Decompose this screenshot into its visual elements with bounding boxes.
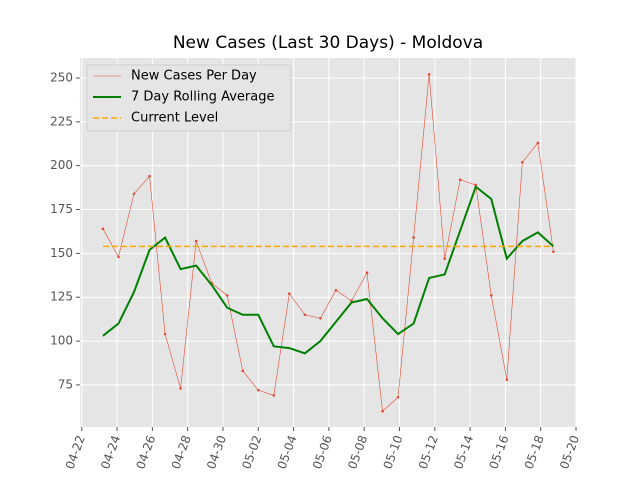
point (132, 192, 136, 196)
point (179, 387, 182, 390)
legend-label: Current Level (131, 111, 218, 126)
x-tick-label: 05-14 (451, 433, 476, 471)
point (148, 174, 151, 178)
x-tick-label: 05-12 (416, 433, 441, 471)
point (334, 288, 338, 292)
x-tick-label: 05-20 (557, 433, 582, 471)
point (427, 73, 431, 76)
point (288, 292, 291, 296)
x-tick-label: 05-06 (310, 433, 335, 471)
point (241, 369, 245, 373)
y-tick-label: 150 (50, 246, 73, 260)
point (365, 271, 369, 274)
point (163, 332, 167, 336)
x-tick-label: 05-08 (345, 433, 370, 471)
point (458, 178, 462, 182)
x-tick-label: 04-26 (133, 433, 158, 471)
x-tick-label: 04-24 (98, 433, 123, 471)
point (117, 255, 120, 259)
point (552, 250, 555, 253)
point (396, 395, 400, 399)
x-tick-label: 05-18 (522, 433, 547, 471)
legend-box (86, 64, 292, 132)
point (505, 378, 509, 381)
y-tick-label: 75 (58, 377, 73, 391)
y-tick-label: 225 (50, 114, 73, 128)
x-tick-label: 05-10 (381, 433, 406, 471)
series-line (102, 185, 555, 355)
point (381, 409, 384, 413)
point (303, 313, 307, 317)
point (194, 239, 198, 243)
legend-label: 7 Day Rolling Average (131, 90, 274, 105)
x-tick-label: 04-22 (63, 433, 88, 471)
y-tick-label: 250 (50, 70, 73, 84)
y-tick-label: 125 (50, 290, 73, 304)
point (272, 394, 276, 397)
point (225, 294, 229, 297)
point (443, 257, 446, 260)
point (489, 294, 493, 297)
point (536, 141, 540, 145)
x-tick-label: 04-28 (169, 433, 194, 471)
y-tick-label: 175 (50, 202, 73, 216)
series-line (102, 74, 554, 412)
x-tick-label: 05-02 (239, 433, 264, 471)
x-tick-label: 05-04 (275, 433, 300, 471)
x-tick-label: 05-16 (486, 433, 511, 471)
point (319, 316, 322, 320)
point (101, 227, 105, 231)
point (521, 160, 524, 164)
chart-title: New Cases (Last 30 Days) - Moldova (173, 33, 483, 53)
x-tick-label: 04-30 (204, 433, 229, 471)
y-tick-label: 200 (50, 158, 73, 172)
y-tick-label: 100 (50, 334, 73, 348)
point (412, 236, 415, 239)
legend-label: New Cases Per Day (131, 69, 257, 84)
point (256, 388, 260, 392)
